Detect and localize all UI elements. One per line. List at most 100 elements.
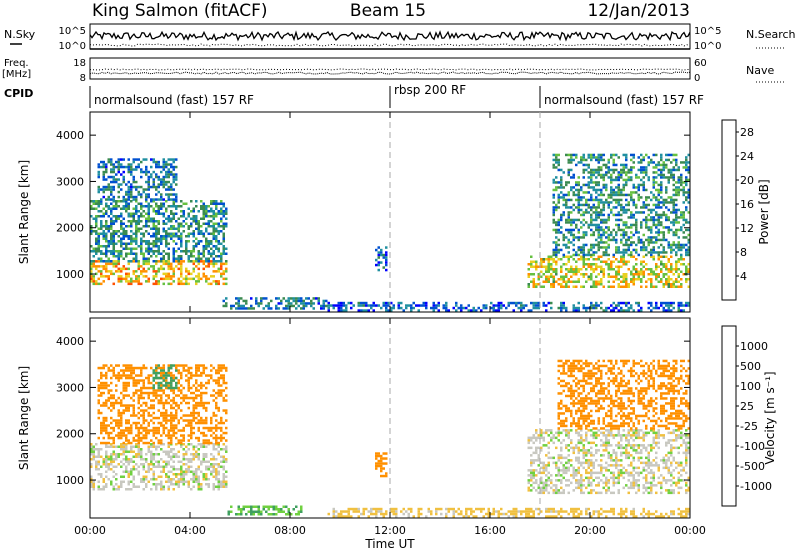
- echo-cell: [497, 304, 500, 307]
- echo-cell: [97, 270, 100, 273]
- echo-cell: [207, 257, 210, 260]
- echo-cell: [572, 446, 575, 450]
- echo-cell: [187, 371, 190, 375]
- echo-cell: [455, 304, 458, 307]
- echo-cell: [550, 255, 553, 258]
- echo-cell: [375, 452, 378, 455]
- echo-cell: [222, 485, 225, 488]
- echo-cell: [597, 246, 600, 249]
- echo-cell: [682, 211, 685, 214]
- echo-cell: [112, 170, 115, 174]
- echo-cell: [202, 445, 205, 448]
- echo-cell: [655, 275, 658, 278]
- echo-cell: [625, 181, 628, 184]
- echo-cell: [117, 158, 120, 161]
- echo-cell: [577, 218, 580, 222]
- echo-cell: [495, 304, 498, 307]
- echo-cell: [162, 255, 165, 258]
- echo-cell: [105, 237, 108, 240]
- echo-cell: [255, 510, 258, 513]
- echo-cell: [97, 282, 100, 286]
- echo-cell: [667, 278, 670, 281]
- echo-cell: [130, 222, 133, 225]
- echo-cell: [92, 247, 95, 250]
- echo-cell: [260, 510, 263, 513]
- echo-cell: [597, 265, 600, 268]
- echo-cell: [202, 364, 205, 367]
- echo-cell: [577, 238, 580, 242]
- echo-cell: [157, 205, 160, 208]
- echo-cell: [637, 304, 640, 307]
- echo-cell: [195, 416, 198, 420]
- echo-cell: [662, 275, 665, 278]
- echo-cell: [110, 190, 113, 194]
- echo-cell: [130, 212, 133, 215]
- echo-cell: [262, 297, 265, 300]
- echo-cell: [675, 211, 678, 214]
- echo-cell: [545, 275, 548, 278]
- echo-cell: [485, 306, 488, 310]
- echo-cell: [102, 384, 105, 387]
- echo-cell: [100, 421, 103, 425]
- echo-cell: [672, 211, 675, 214]
- echo-cell: [625, 173, 628, 177]
- echo-cell: [100, 371, 103, 375]
- echo-cell: [132, 237, 135, 240]
- echo-cell: [202, 252, 205, 255]
- echo-cell: [225, 399, 228, 402]
- echo-cell: [662, 273, 665, 276]
- echo-cell: [142, 396, 145, 400]
- echo-cell: [130, 282, 133, 286]
- echo-cell: [175, 250, 178, 253]
- echo-cell: [152, 170, 155, 174]
- echo-cell: [630, 158, 633, 162]
- echo-cell: [215, 414, 218, 417]
- echo-cell: [212, 225, 215, 228]
- echo-cell: [642, 246, 645, 249]
- echo-cell: [135, 485, 138, 488]
- echo-cell: [585, 158, 588, 162]
- echo-cell: [585, 233, 588, 237]
- echo-cell: [155, 445, 158, 448]
- echo-cell: [150, 478, 153, 481]
- echo-cell: [217, 212, 220, 215]
- echo-cell: [107, 183, 110, 186]
- echo-cell: [592, 268, 595, 271]
- echo-cell: [635, 243, 638, 247]
- echo-cell: [110, 458, 113, 461]
- echo-cell: [215, 473, 218, 476]
- echo-cell: [412, 301, 415, 305]
- echo-cell: [647, 273, 650, 276]
- colorbar-tick-label: 20: [740, 174, 754, 187]
- echo-cell: [530, 489, 533, 492]
- echo-cell: [105, 470, 108, 473]
- echo-cell: [200, 374, 203, 377]
- echo-cell: [162, 468, 165, 471]
- echo-cell: [140, 439, 143, 442]
- echo-cell: [607, 171, 610, 174]
- echo-cell: [562, 301, 565, 305]
- echo-cell: [140, 170, 143, 174]
- echo-cell: [105, 235, 108, 238]
- echo-cell: [655, 268, 658, 271]
- echo-cell: [125, 369, 128, 372]
- echo-cell: [575, 270, 578, 273]
- echo-cell: [90, 275, 93, 278]
- echo-cell: [567, 221, 570, 224]
- echo-cell: [152, 376, 155, 380]
- echo-cell: [207, 205, 210, 208]
- freq-tick-top: 18: [73, 58, 86, 69]
- echo-cell: [650, 283, 653, 286]
- echo-cell: [640, 268, 643, 271]
- echo-cell: [220, 252, 223, 255]
- echo-cell: [185, 419, 188, 422]
- echo-cell: [177, 255, 180, 258]
- echo-cell: [125, 267, 128, 271]
- echo-cell: [145, 434, 148, 437]
- echo-cell: [542, 444, 545, 447]
- echo-cell: [667, 280, 670, 283]
- echo-cell: [192, 247, 195, 250]
- echo-cell: [590, 304, 593, 307]
- echo-cell: [90, 480, 93, 483]
- echo-cell: [630, 253, 633, 257]
